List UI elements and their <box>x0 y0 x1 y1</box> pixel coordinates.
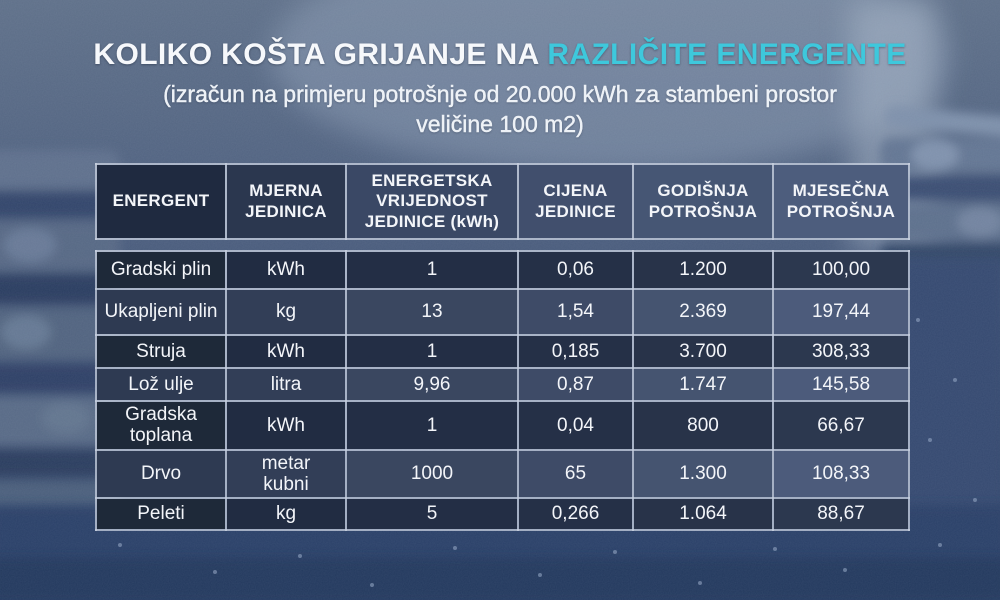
value-cell: 2.369 <box>632 288 774 336</box>
column-header-mjesecna-potrosnja: MJESEČNA POTROŠNJA <box>772 163 910 240</box>
energent-label-cell: Peleti <box>95 497 227 532</box>
value-cell: 100,00 <box>772 250 910 290</box>
energy-table-body: Gradski plin kWh 1 0,06 1.200 100,00 Ukapljeni… <box>95 250 910 532</box>
value-cell: 88,67 <box>772 497 910 532</box>
value-cell: 65 <box>517 448 634 500</box>
value-cell: metar kubni <box>225 448 347 500</box>
value-cell: 1,54 <box>517 288 634 336</box>
column-header-cijena-jedinice: CIJENA JEDINICE <box>517 163 634 240</box>
energent-label-cell: Gradski plin <box>95 250 227 290</box>
column-header-energent: ENERGENT <box>95 163 227 240</box>
value-cell: litra <box>225 367 347 402</box>
column-header-godisnja-potrosnja: GODIŠNJA POTROŠNJA <box>632 163 774 240</box>
value-cell: 0,185 <box>517 334 634 369</box>
column-header-energetska-vrijednost: ENERGETSKA VRIJEDNOST JEDINICE (kWh) <box>345 163 519 240</box>
header-block: KOLIKO KOŠTA GRIJANJE NA RAZLIČITE ENERG… <box>0 38 1000 140</box>
page-title: KOLIKO KOŠTA GRIJANJE NA RAZLIČITE ENERG… <box>0 38 1000 71</box>
value-cell: 1.064 <box>632 497 774 532</box>
value-cell: 1.200 <box>632 250 774 290</box>
energent-label-cell: Gradska toplana <box>95 400 227 451</box>
value-cell: 1 <box>345 400 519 451</box>
value-cell: kg <box>225 288 347 336</box>
table-row: Lož ulje litra 9,96 0,87 1.747 145,58 <box>95 367 910 402</box>
energent-label-cell: Drvo <box>95 448 227 500</box>
title-accent-text: RAZLIČITE ENERGENTE <box>547 38 907 71</box>
value-cell: 1000 <box>345 448 519 500</box>
value-cell: 0,87 <box>517 367 634 402</box>
column-header-mjerna-jedinica: MJERNA JEDINICA <box>225 163 347 240</box>
table-row: Peleti kg 5 0,266 1.064 88,67 <box>95 497 910 532</box>
value-cell: kg <box>225 497 347 532</box>
table-row: Drvo metar kubni 1000 65 1.300 108,33 <box>95 448 910 500</box>
value-cell: 145,58 <box>772 367 910 402</box>
title-main-text: KOLIKO KOŠTA GRIJANJE NA <box>93 38 539 71</box>
value-cell: 3.700 <box>632 334 774 369</box>
value-cell: 1 <box>345 250 519 290</box>
value-cell: 197,44 <box>772 288 910 336</box>
value-cell: 9,96 <box>345 367 519 402</box>
value-cell: 800 <box>632 400 774 451</box>
energent-label-cell: Ukapljeni plin <box>95 288 227 336</box>
page-subtitle: (izračun na primjeru potrošnje od 20.000… <box>163 81 837 137</box>
table-row: Struja kWh 1 0,185 3.700 308,33 <box>95 334 910 369</box>
table-rows-container: Gradski plin kWh 1 0,06 1.200 100,00 Ukapljeni… <box>95 250 910 532</box>
value-cell: 13 <box>345 288 519 336</box>
header-row: ENERGENT MJERNA JEDINICA ENERGETSKA VRIJ… <box>95 163 910 240</box>
value-cell: kWh <box>225 400 347 451</box>
value-cell: 1.300 <box>632 448 774 500</box>
value-cell: kWh <box>225 334 347 369</box>
value-cell: 1.747 <box>632 367 774 402</box>
value-cell: 0,06 <box>517 250 634 290</box>
table-row: Ukapljeni plin kg 13 1,54 2.369 197,44 <box>95 288 910 336</box>
value-cell: 5 <box>345 497 519 532</box>
energy-table-header: ENERGENT MJERNA JEDINICA ENERGETSKA VRIJ… <box>95 163 910 240</box>
energent-label-cell: Lož ulje <box>95 367 227 402</box>
energent-label-cell: Struja <box>95 334 227 369</box>
value-cell: 0,04 <box>517 400 634 451</box>
value-cell: 0,266 <box>517 497 634 532</box>
table-row: Gradski plin kWh 1 0,06 1.200 100,00 <box>95 250 910 290</box>
table-row: Gradska toplana kWh 1 0,04 800 66,67 <box>95 400 910 451</box>
value-cell: 308,33 <box>772 334 910 369</box>
value-cell: kWh <box>225 250 347 290</box>
value-cell: 108,33 <box>772 448 910 500</box>
value-cell: 1 <box>345 334 519 369</box>
value-cell: 66,67 <box>772 400 910 451</box>
